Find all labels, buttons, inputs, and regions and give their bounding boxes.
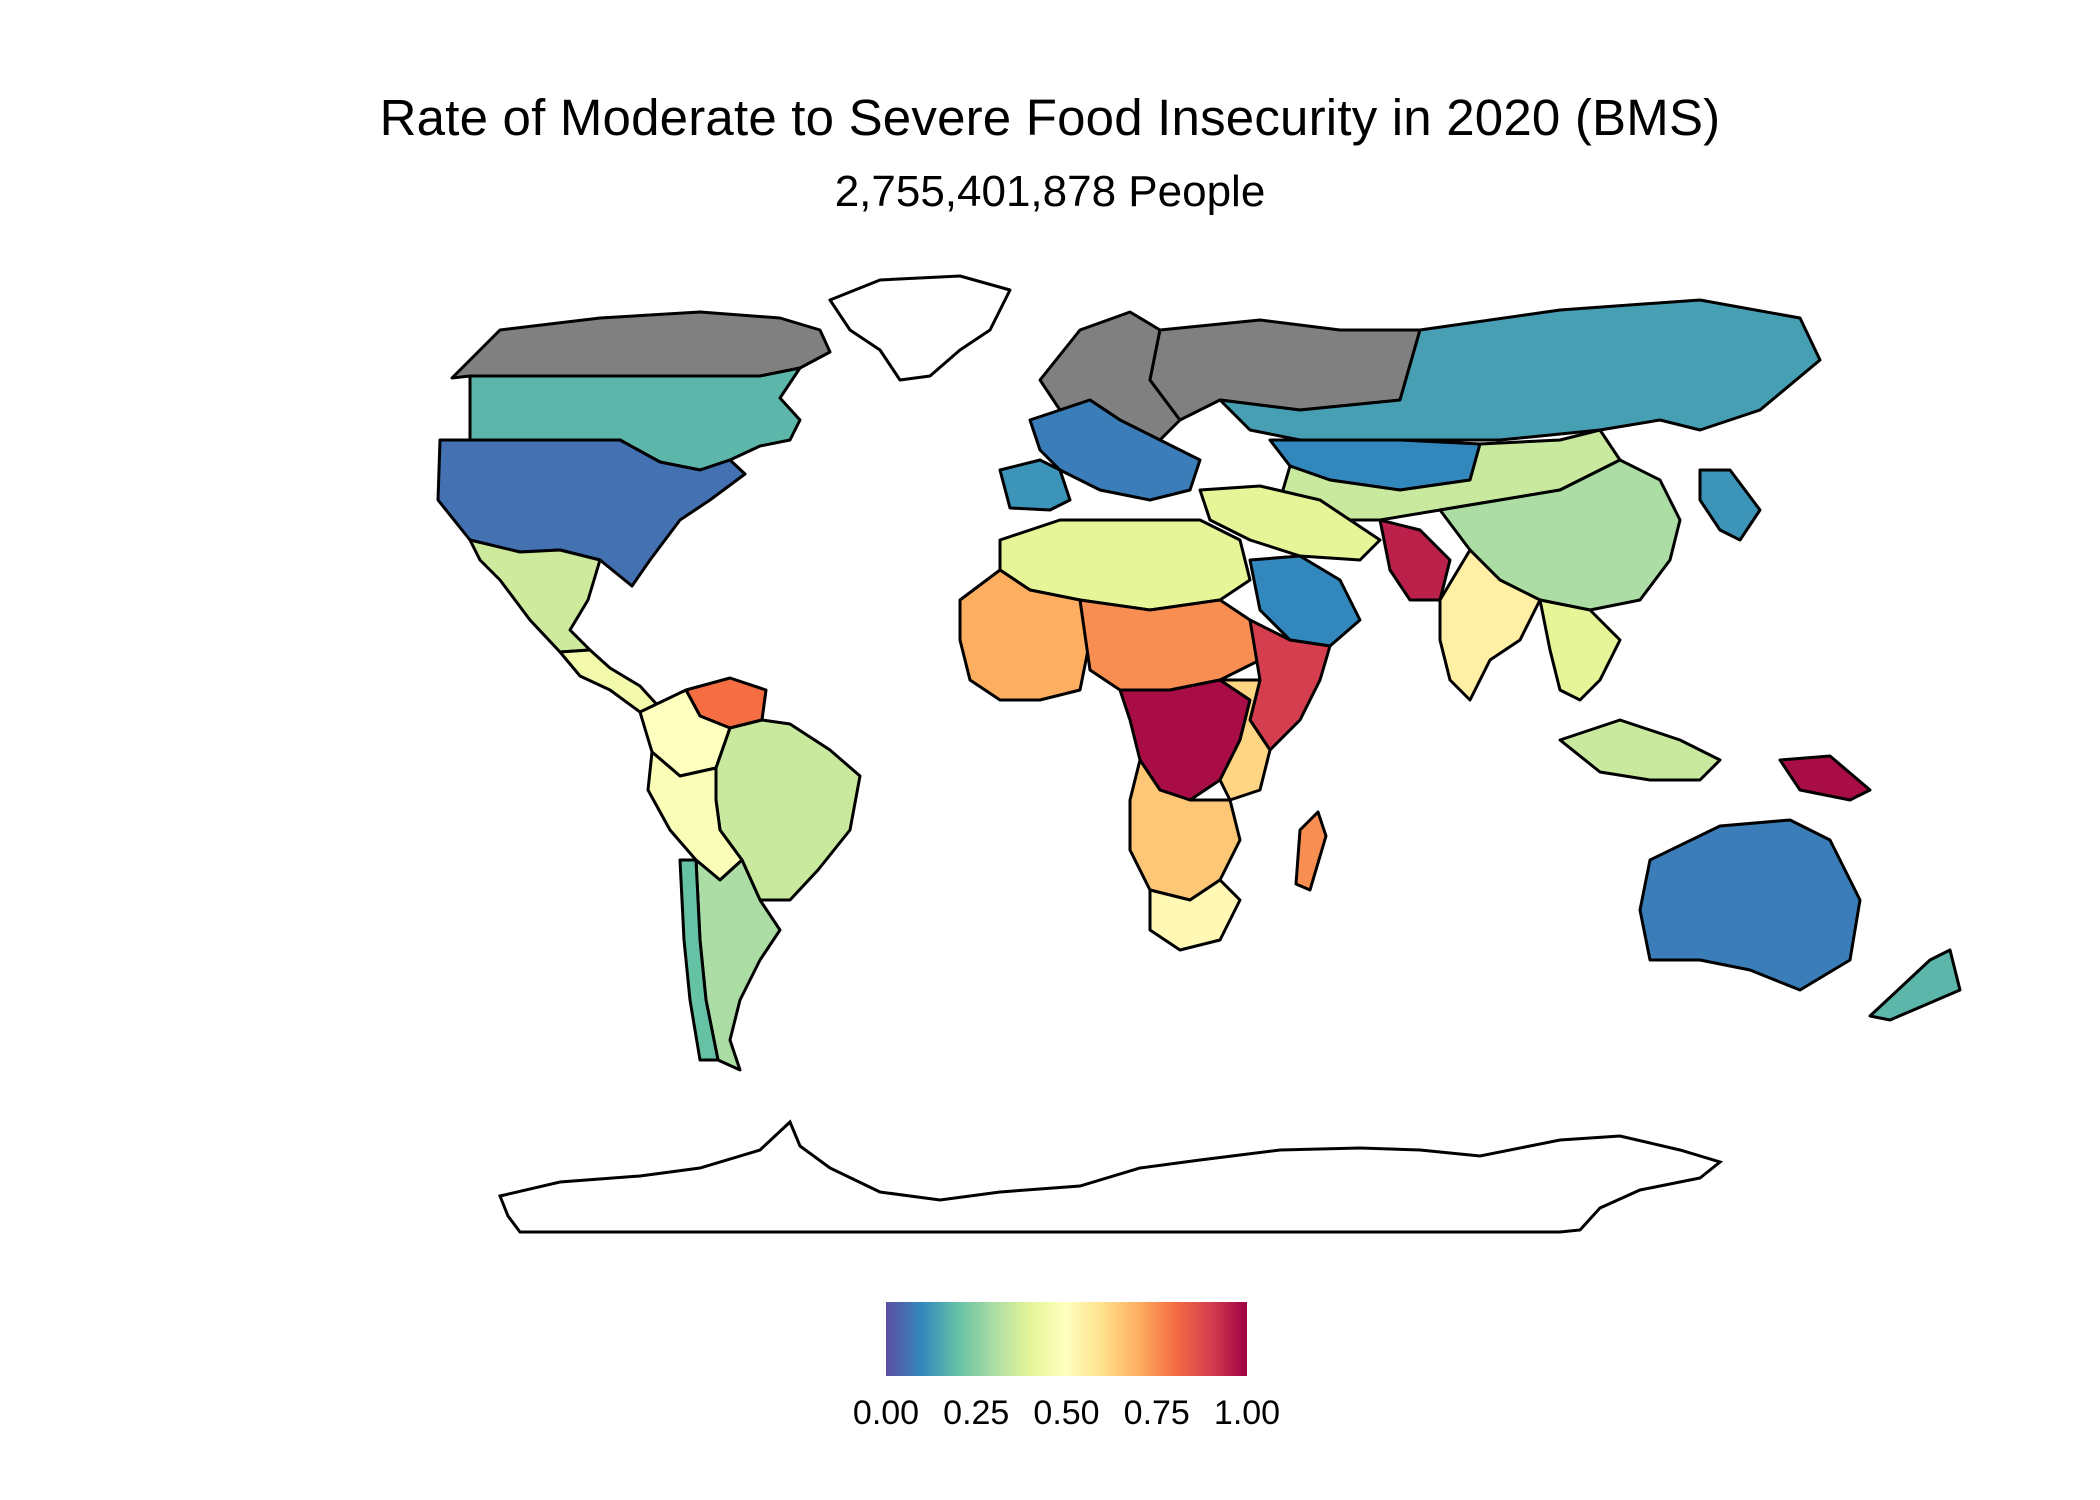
region-pakistan <box>1378 518 1452 602</box>
world-choropleth-map <box>436 274 1962 1234</box>
region-east-africa <box>1218 678 1272 802</box>
region-papua-new-guinea <box>1778 754 1872 802</box>
region-iberia <box>998 458 1072 512</box>
region-chile <box>678 858 720 1062</box>
region-saudi-arabia <box>1248 554 1362 648</box>
region-middle-east <box>1198 484 1382 562</box>
map-title: Rate of Moderate to Severe Food Insecuri… <box>379 89 1721 146</box>
legend-tick-label-0: 0.00 <box>852 1394 920 1432</box>
region-madagascar <box>1294 810 1328 892</box>
region-canada-northern <box>450 310 832 380</box>
region-new-zealand <box>1868 948 1962 1022</box>
region-greenland <box>828 274 1012 382</box>
map-subtitle: 2,755,401,878 People <box>834 167 1266 216</box>
region-sahel <box>1078 598 1262 692</box>
legend-tick-label-3: 0.75 <box>1123 1394 1190 1432</box>
region-japan-korea <box>1698 468 1762 542</box>
region-west-africa <box>958 568 1092 702</box>
region-australia <box>1638 818 1862 992</box>
region-south-africa <box>1148 878 1242 952</box>
region-southeast-asia <box>1538 598 1622 702</box>
legend-tick-label-1: 0.25 <box>943 1394 1010 1432</box>
legend-tick-marks <box>886 1376 1247 1382</box>
legend-colorbar <box>886 1302 1247 1376</box>
legend-tick-label-2: 0.50 <box>1033 1394 1100 1432</box>
region-india <box>1438 548 1542 702</box>
region-mexico <box>468 538 602 654</box>
legend-tick-label-4: 1.00 <box>1213 1394 1281 1432</box>
region-antarctica <box>497 1119 1724 1234</box>
region-indonesia <box>1558 718 1722 782</box>
region-central-america <box>558 648 662 714</box>
